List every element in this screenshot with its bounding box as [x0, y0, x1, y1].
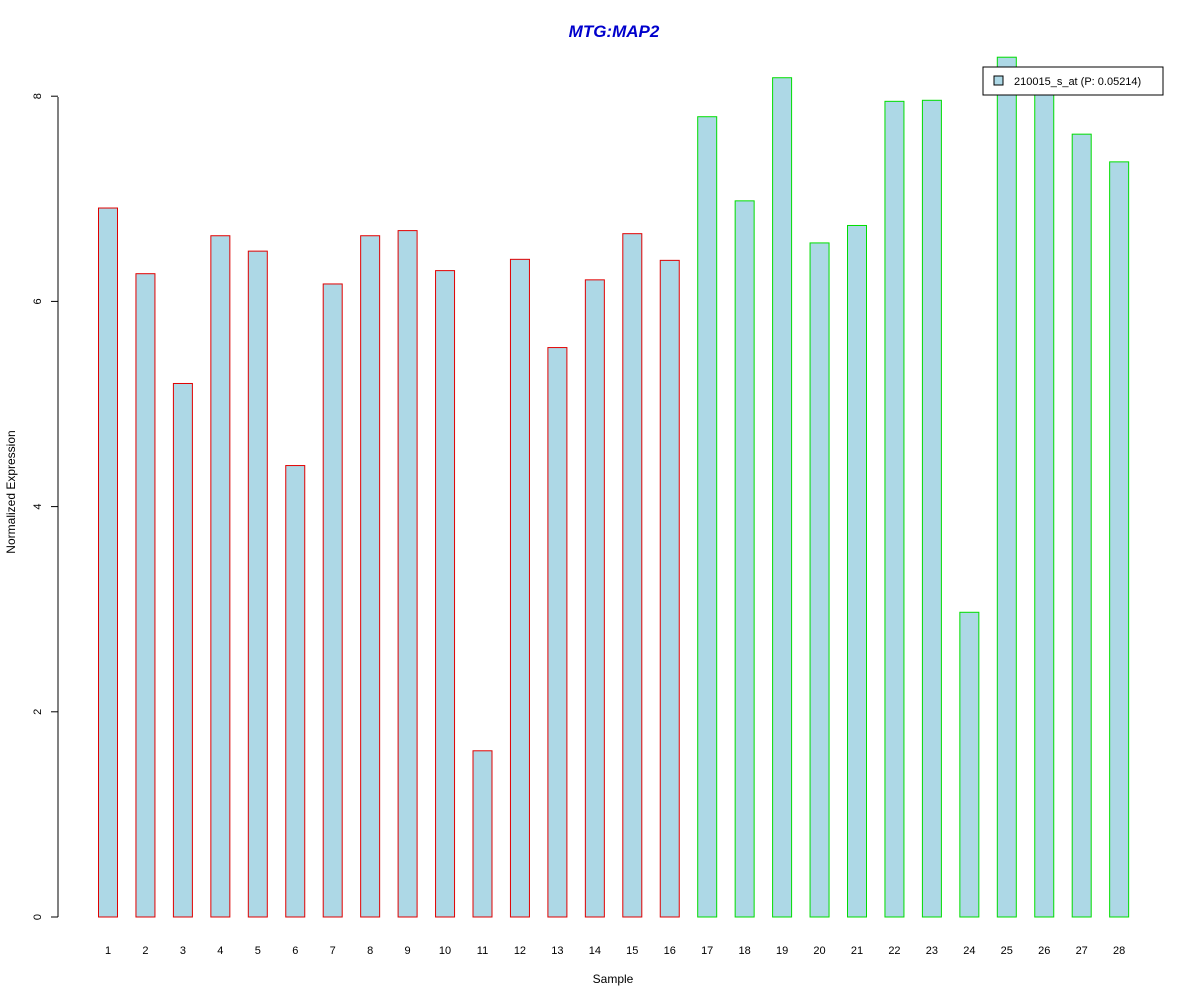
x-tick-label: 11 — [477, 945, 488, 957]
legend: 210015_s_at (P: 0.05214) — [982, 66, 1164, 96]
bar-sample-13 — [547, 347, 568, 918]
legend-entry-label: 210015_s_at (P: 0.05214) — [1014, 76, 1141, 88]
y-tick-label: 0 — [32, 914, 44, 920]
x-tick-label: 3 — [180, 945, 186, 957]
bar-sample-24 — [959, 611, 980, 918]
bar-sample-6 — [285, 465, 306, 918]
x-tick-label: 13 — [551, 945, 563, 957]
x-tick-label: 21 — [851, 945, 863, 957]
bar-sample-19 — [772, 77, 793, 918]
bar-sample-14 — [584, 279, 605, 918]
x-tick-label: 23 — [926, 945, 938, 957]
bar-sample-28 — [1109, 161, 1130, 918]
x-tick-label: 2 — [142, 945, 148, 957]
y-tick-label: 6 — [32, 298, 44, 304]
bar-sample-9 — [397, 230, 418, 918]
x-axis-label: Sample — [593, 972, 634, 986]
x-tick-label: 10 — [439, 945, 451, 957]
x-tick-label: 7 — [330, 945, 336, 957]
bar-sample-1 — [98, 207, 118, 918]
x-tick-label: 18 — [739, 945, 751, 957]
bar-sample-2 — [135, 273, 156, 918]
bar-sample-4 — [210, 235, 231, 918]
chart-title: MTG:MAP2 — [569, 22, 660, 41]
bar-sample-17 — [697, 116, 718, 918]
y-tick-label: 8 — [32, 93, 44, 99]
x-tick-label: 22 — [888, 945, 900, 957]
x-tick-label: 17 — [701, 945, 713, 957]
y-axis-ticks: 0 2 4 6 8 — [32, 93, 58, 920]
bar-sample-20 — [809, 242, 830, 918]
bar-sample-23 — [921, 99, 942, 918]
x-tick-label: 12 — [514, 945, 526, 957]
bars-group — [98, 56, 1130, 918]
y-axis-label: Normalized Expression — [4, 430, 18, 553]
x-tick-label: 4 — [217, 945, 223, 957]
bar-sample-10 — [435, 270, 456, 918]
x-tick-label: 26 — [1038, 945, 1050, 957]
x-tick-label: 14 — [589, 945, 601, 957]
x-tick-label: 8 — [367, 945, 373, 957]
bar-sample-15 — [622, 233, 643, 918]
y-tick-label: 4 — [32, 504, 44, 510]
x-tick-label: 25 — [1001, 945, 1013, 957]
x-tick-label: 19 — [776, 945, 788, 957]
y-tick-label: 2 — [32, 709, 44, 715]
x-tick-label: 1 — [105, 945, 111, 957]
x-axis-tick-labels: 1 2 3 4 5 6 7 8 9 10 11 12 13 14 15 16 17 18 19 20 21 22 23 24 2… — [105, 945, 1125, 957]
bar-sample-12 — [509, 258, 530, 918]
bar-sample-7 — [322, 283, 343, 918]
x-tick-label: 27 — [1076, 945, 1088, 957]
bar-sample-16 — [659, 259, 680, 918]
bar-sample-11 — [472, 750, 493, 918]
bar-sample-27 — [1071, 133, 1092, 918]
bar-sample-22 — [884, 100, 905, 918]
bar-sample-18 — [734, 200, 755, 918]
x-tick-label: 6 — [292, 945, 298, 957]
x-tick-label: 24 — [963, 945, 975, 957]
legend-box — [982, 66, 1164, 96]
x-tick-label: 15 — [626, 945, 638, 957]
x-tick-label: 28 — [1113, 945, 1125, 957]
x-tick-label: 16 — [664, 945, 676, 957]
bar-sample-25 — [996, 56, 1017, 918]
bar-sample-8 — [360, 235, 381, 918]
legend-swatch — [993, 75, 1004, 86]
x-tick-label: 20 — [813, 945, 825, 957]
bar-sample-21 — [847, 224, 867, 918]
bar-sample-26 — [1034, 90, 1055, 918]
x-tick-label: 5 — [255, 945, 261, 957]
bar-sample-5 — [247, 250, 268, 918]
bar-sample-3 — [172, 382, 193, 918]
x-tick-label: 9 — [405, 945, 411, 957]
